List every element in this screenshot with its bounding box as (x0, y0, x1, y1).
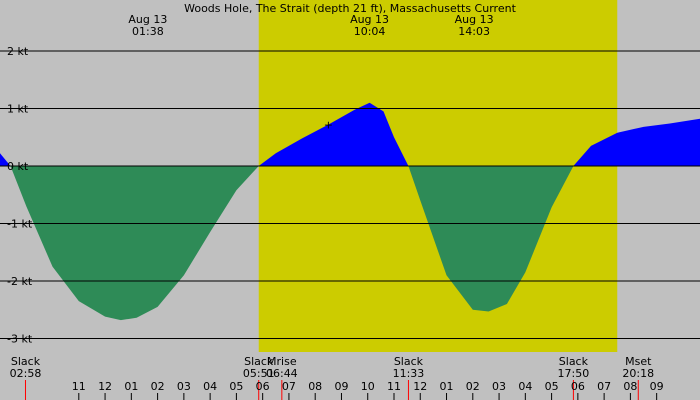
hour-label: 04 (203, 380, 217, 393)
hour-label: 05 (545, 380, 559, 393)
event-time: 20:18 (622, 367, 654, 380)
hour-label: 07 (282, 380, 296, 393)
peak-date-label: Aug 13 (455, 13, 494, 26)
y-tick-label: 1 kt (7, 103, 29, 116)
event-label: Slack (244, 355, 274, 368)
hour-label: 09 (334, 380, 348, 393)
hour-label: 03 (492, 380, 506, 393)
peak-date-label: Aug 13 (128, 13, 167, 26)
hour-label: 07 (597, 380, 611, 393)
peak-time-label: 01:38 (132, 25, 164, 38)
current-marker: + (324, 119, 333, 132)
event-time: 06:44 (266, 367, 298, 380)
y-tick-label: 0 kt (7, 160, 29, 173)
hour-label: 08 (623, 380, 637, 393)
hour-label: 03 (177, 380, 191, 393)
peak-date-label: Aug 13 (350, 13, 389, 26)
flood-area (258, 102, 409, 166)
peak-time-label: 14:03 (458, 25, 490, 38)
event-label: Slack (394, 355, 424, 368)
chart-title: Woods Hole, The Strait (depth 21 ft), Ma… (184, 2, 516, 15)
flood-area (573, 118, 700, 166)
y-tick-label: -2 kt (7, 275, 33, 288)
hour-label: 04 (518, 380, 532, 393)
hour-label: 11 (387, 380, 401, 393)
event-label: Mset (625, 355, 652, 368)
event-label: Slack (559, 355, 589, 368)
y-tick-label: -3 kt (7, 333, 33, 346)
hour-label: 11 (72, 380, 86, 393)
hour-label: 01 (124, 380, 138, 393)
hour-label: 10 (361, 380, 375, 393)
ebb-area (408, 166, 574, 312)
event-time: 17:50 (558, 367, 590, 380)
ebb-area (10, 166, 259, 321)
event-time: 11:33 (393, 367, 425, 380)
event-label: Mrise (267, 355, 297, 368)
hour-label: 08 (308, 380, 322, 393)
event-label: Slack (11, 355, 41, 368)
hour-label: 02 (151, 380, 165, 393)
hour-label: 12 (413, 380, 427, 393)
y-tick-label: -1 kt (7, 218, 33, 231)
hour-label: 12 (98, 380, 112, 393)
hour-label: 06 (571, 380, 585, 393)
y-tick-label: 2 kt (7, 45, 29, 58)
hour-label: 02 (466, 380, 480, 393)
hour-label: 06 (256, 380, 270, 393)
event-time: 05:51 (243, 367, 275, 380)
hour-label: 01 (440, 380, 454, 393)
hour-label: 05 (229, 380, 243, 393)
flood-area (0, 153, 11, 166)
hour-label: 09 (650, 380, 664, 393)
peak-time-label: 10:04 (354, 25, 386, 38)
event-time: 02:58 (10, 367, 42, 380)
